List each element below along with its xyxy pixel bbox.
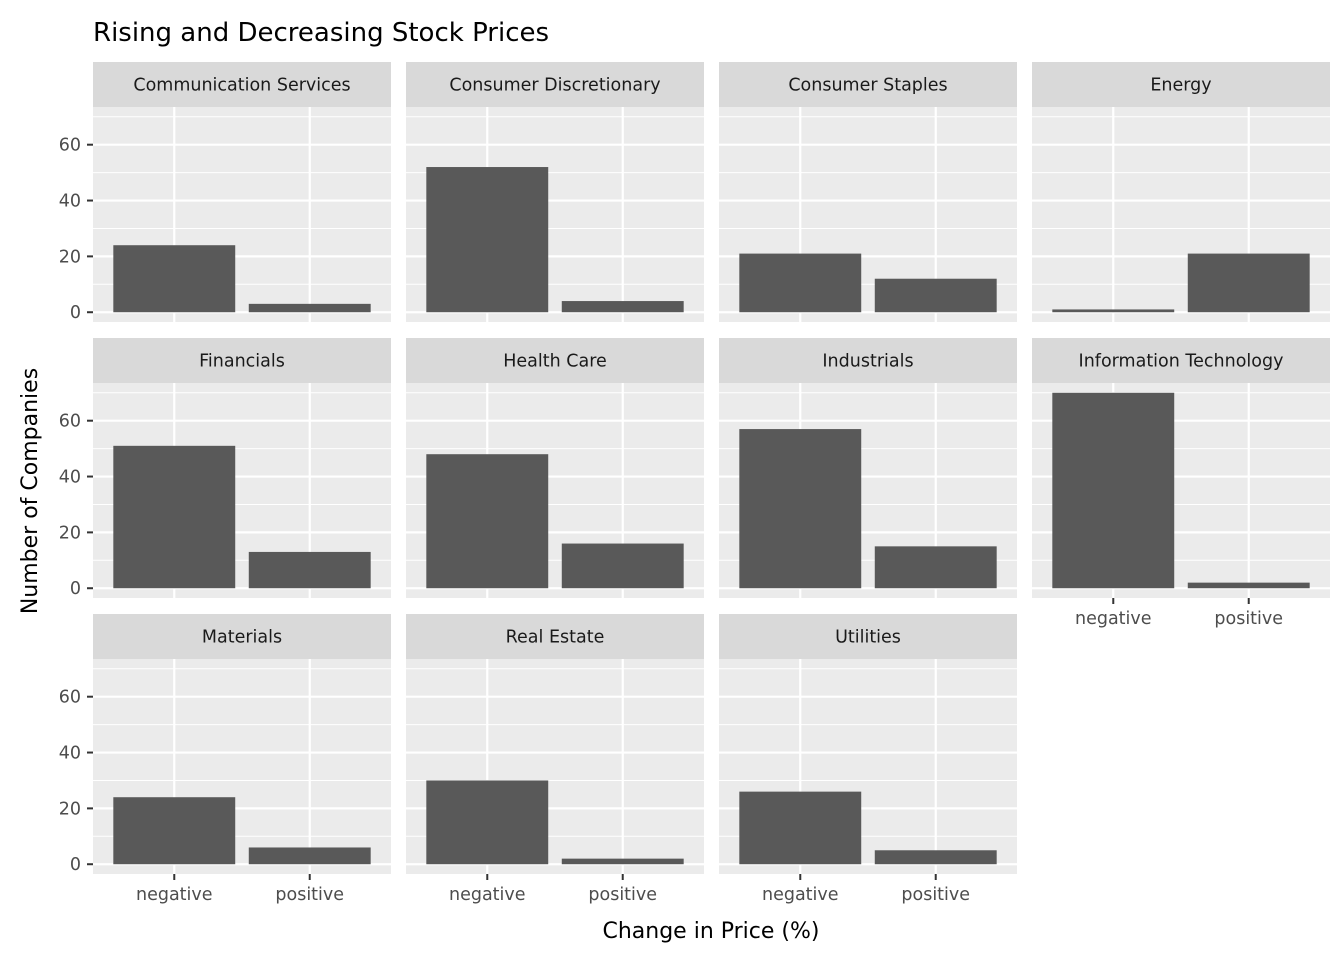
bar [113,445,236,589]
facet-panel: Communication Services 0 20 40 60 [59,62,391,323]
facet-strip [1032,338,1330,383]
y-tick-label: 0 [70,303,81,323]
facet-strip-label: Health Care [503,352,607,372]
facet-strip-label: Industrials [822,352,913,372]
y-tick-label: 40 [59,192,81,212]
y-tick-label: 20 [59,799,81,819]
facet-strip-label: Materials [202,628,282,648]
facet-strip [406,338,704,383]
x-tick-label: negative [136,885,213,905]
y-tick-label: 20 [59,247,81,267]
x-axis-title: Change in Price (%) [602,919,819,944]
y-tick-label: 0 [70,855,81,875]
bar [1052,309,1175,313]
y-tick-label: 60 [59,412,81,432]
y-tick-label: 60 [59,688,81,708]
x-tick-label: negative [1075,609,1152,629]
y-tick-label: 60 [59,136,81,156]
bar [426,780,549,865]
bar [248,551,371,589]
bar [426,454,549,589]
bar [874,546,997,589]
facet-panel: Materials 0 20 40 60 negative positive [59,614,391,905]
bar [561,543,684,589]
x-tick-label: positive [588,885,657,905]
facet-strip-label: Communication Services [133,76,350,96]
bar [561,301,684,313]
bar [561,858,684,865]
bar [874,278,997,313]
facet-strip-label: Energy [1150,76,1211,96]
facet-panel: Health Care [406,338,704,598]
bar [113,797,236,865]
facet-strip [1032,62,1330,107]
bar [739,429,862,589]
facet-panel: Energy [1032,62,1330,322]
facet-strip [93,338,391,383]
facet-strip-label: Utilities [835,628,901,648]
facet-panel: Consumer Staples [719,62,1017,322]
x-tick-label: positive [1214,609,1283,629]
facet-panel: Consumer Discretionary [406,62,704,322]
facet-panel: Real Estate negative positive [406,614,704,905]
x-tick-label: positive [275,885,344,905]
x-tick-label: negative [762,885,839,905]
facet-panel: Financials 0 20 40 60 [59,338,391,599]
facet-strip-label: Consumer Staples [788,76,947,96]
bar [426,167,549,313]
bar [1187,582,1310,589]
y-tick-label: 40 [59,744,81,764]
y-tick-label: 20 [59,523,81,543]
facet-panel: Industrials [719,338,1017,598]
facet-strip [93,62,391,107]
bar [1187,253,1310,313]
x-tick-label: positive [901,885,970,905]
y-axis-title: Number of Companies [18,368,43,614]
facet-strip [406,62,704,107]
facet-panels: Communication Services 0 20 40 60 Consumer Di… [59,62,1330,905]
bar [248,847,371,865]
bar [739,253,862,313]
facet-strip [719,338,1017,383]
bar [739,791,862,865]
facet-strip [93,614,391,659]
facet-strip [406,614,704,659]
bar [113,245,236,313]
bar [874,850,997,865]
bar [248,303,371,313]
y-tick-label: 0 [70,579,81,599]
facet-strip [719,614,1017,659]
y-tick-label: 40 [59,468,81,488]
facet-strip [719,62,1017,107]
bar [1052,392,1175,589]
x-tick-label: negative [449,885,526,905]
chart-title: Rising and Decreasing Stock Prices [93,18,549,48]
facet-strip-label: Consumer Discretionary [449,76,660,96]
facet-strip-label: Financials [199,352,285,372]
facet-strip-label: Real Estate [506,628,605,648]
facet-panel: Utilities negative positive [719,614,1017,905]
facet-strip-label: Information Technology [1079,352,1284,372]
facet-panel: Information Technology negative positive [1032,338,1330,629]
